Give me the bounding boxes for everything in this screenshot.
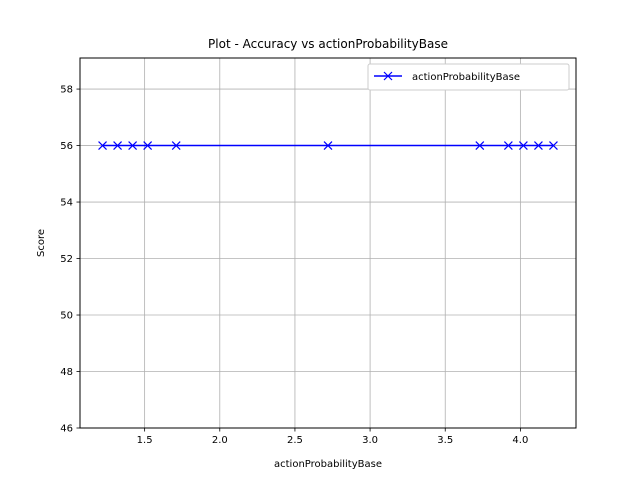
y-tick-label: 48	[60, 367, 73, 378]
data-point	[98, 141, 107, 150]
grid	[80, 58, 576, 429]
data-point	[143, 141, 153, 150]
y-axis-label: Score	[36, 229, 47, 257]
y-tick-label: 50	[60, 311, 73, 322]
x-tick-label: 1.5	[137, 435, 153, 446]
y-tick-label: 52	[60, 254, 73, 265]
y-tick-label: 46	[60, 424, 73, 435]
x-axis-label: actionProbabilityBase	[274, 459, 382, 470]
data-point	[171, 141, 181, 150]
legend-label: actionProbabilityBase	[412, 72, 520, 83]
legend-box	[367, 63, 570, 91]
x-tick-label: 3.0	[362, 435, 378, 446]
y-tick-label: 56	[60, 141, 73, 152]
legend-marker-x	[383, 71, 393, 81]
legend-marker	[383, 71, 393, 81]
data-point	[475, 141, 485, 150]
y-axis: 46 48 50 52 54 56 58	[60, 85, 80, 435]
x-tick-label: 4.0	[512, 435, 528, 446]
plot-area	[80, 58, 576, 428]
series-layer	[98, 141, 558, 150]
chart-title: Plot - Accuracy vs actionProbabilityBase	[208, 37, 448, 51]
data-point	[518, 141, 528, 150]
data-point	[128, 141, 138, 150]
y-tick-label: 54	[60, 198, 73, 209]
plot-frame	[79, 57, 577, 429]
data-point	[323, 141, 333, 150]
data-point	[503, 141, 513, 150]
x-tick-label: 2.0	[212, 435, 228, 446]
data-point	[533, 141, 543, 150]
x-tick-label: 3.5	[437, 435, 453, 446]
x-tick-label: 2.5	[287, 435, 303, 446]
x-axis: 1.5 2.0 2.5 3.0 3.5 4.0	[137, 428, 528, 446]
y-tick-label: 58	[60, 85, 73, 96]
legend: actionProbabilityBase	[367, 63, 570, 91]
data-point	[113, 141, 123, 150]
data-point	[549, 141, 558, 150]
